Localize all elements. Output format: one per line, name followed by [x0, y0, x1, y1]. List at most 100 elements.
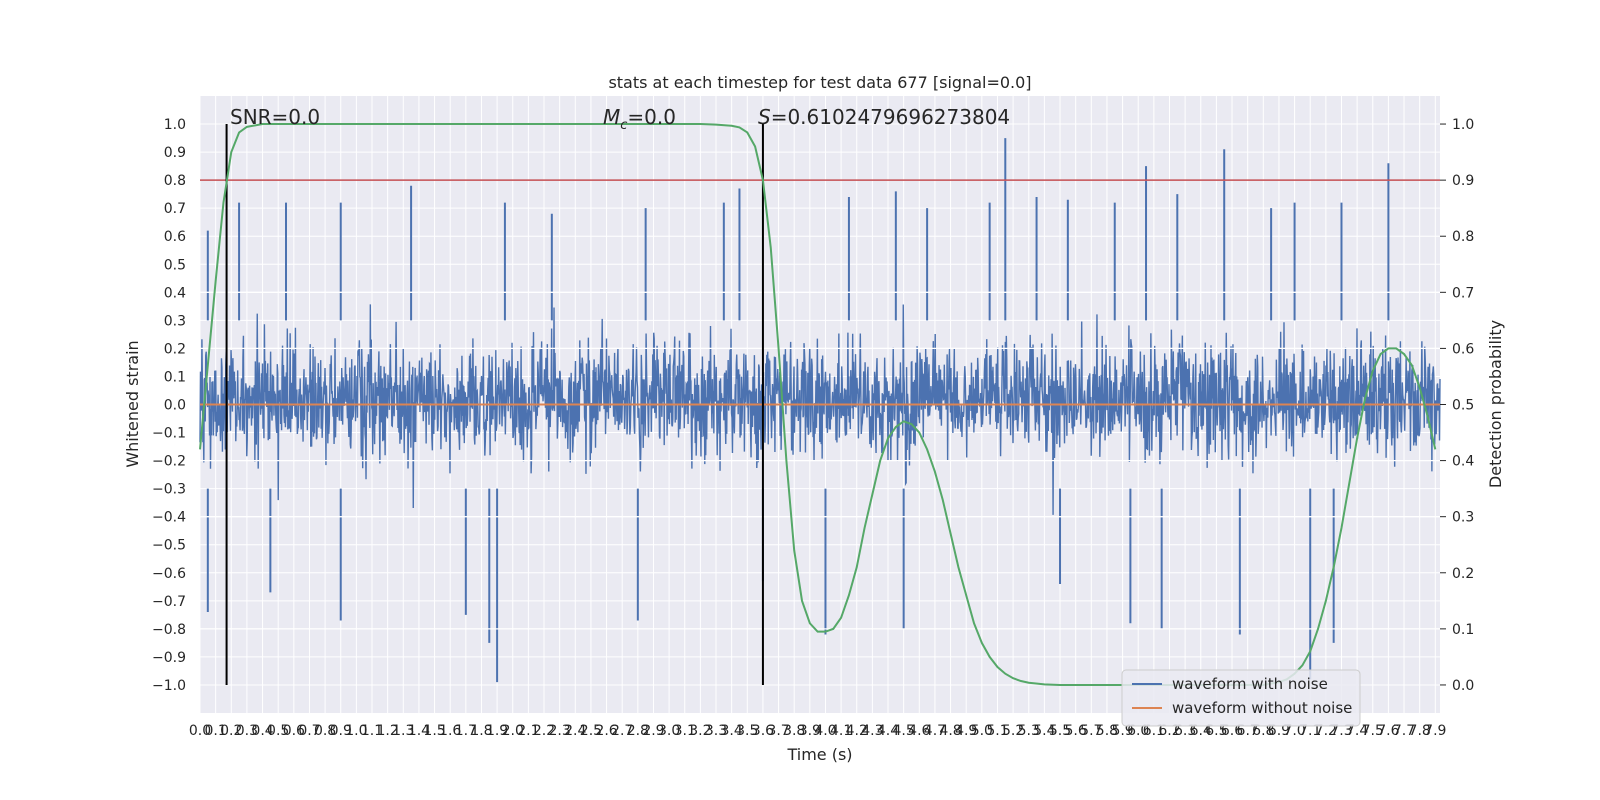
- y-tick-label-right: 0.1: [1452, 622, 1474, 638]
- y-tick-label-left: −0.4: [152, 510, 186, 526]
- x-tick-label: 4.2: [846, 723, 868, 739]
- x-tick-label: 5.3: [1018, 723, 1040, 739]
- y-tick-label-left: 0.1: [164, 369, 186, 385]
- x-tick-label: 2.2: [533, 723, 555, 739]
- x-tick-label: 1.2: [377, 723, 399, 739]
- x-tick-label: 3.6: [752, 723, 774, 739]
- x-tick-label: 7.0: [1283, 723, 1305, 739]
- y-tick-label-left: 0.7: [164, 201, 186, 217]
- y-tick-label-left: 0.3: [164, 313, 186, 329]
- y-tick-label-left: −1.0: [152, 678, 186, 694]
- x-tick-label: 6.2: [1158, 723, 1180, 739]
- x-tick-label: 6.7: [1237, 723, 1259, 739]
- x-tick-label: 6.5: [1205, 723, 1227, 739]
- x-tick-label: 2.3: [549, 723, 571, 739]
- mc-value: =0.0: [627, 105, 676, 129]
- x-tick-label: 7.2: [1315, 723, 1337, 739]
- y-tick-label-left: 1.0: [164, 117, 186, 133]
- x-tick-label: 1.6: [439, 723, 461, 739]
- x-tick-label: 2.5: [580, 723, 602, 739]
- x-tick-label: 7.7: [1393, 723, 1415, 739]
- x-tick-label: 5.1: [986, 723, 1008, 739]
- tick-labels: 0.00.10.20.30.40.50.60.70.80.91.01.11.21…: [152, 117, 1474, 739]
- x-tick-label: 3.4: [721, 723, 743, 739]
- x-tick-label: 1.8: [470, 723, 492, 739]
- y-tick-label-right: 0.0: [1452, 678, 1474, 694]
- x-tick-label: 5.9: [1111, 723, 1133, 739]
- x-tick-label: 6.3: [1174, 723, 1196, 739]
- x-tick-label: 7.4: [1346, 723, 1368, 739]
- x-tick-label: 0.1: [205, 723, 227, 739]
- x-tick-label: 0.3: [236, 723, 258, 739]
- x-tick-label: 4.9: [955, 723, 977, 739]
- x-tick-label: 6.0: [1127, 723, 1149, 739]
- x-tick-label: 0.0: [189, 723, 211, 739]
- x-tick-label: 2.1: [517, 723, 539, 739]
- y-tick-label-right: 0.9: [1452, 173, 1474, 189]
- x-tick-label: 7.6: [1377, 723, 1399, 739]
- noise-trace: [199, 304, 1441, 515]
- y-tick-label-right: 0.8: [1452, 229, 1474, 245]
- y-tick-label-left: −0.6: [152, 566, 186, 582]
- y-axis-label-right: Detection probability: [1486, 320, 1505, 488]
- legend-label-clean: waveform without noise: [1172, 699, 1352, 717]
- x-tick-label: 3.8: [783, 723, 805, 739]
- y-tick-label-left: 0.8: [164, 173, 186, 189]
- y-tick-label-left: −0.2: [152, 454, 186, 470]
- mc-annotation: Mc=0.0: [603, 105, 676, 133]
- x-tick-label: 7.3: [1330, 723, 1352, 739]
- x-tick-label: 5.7: [1080, 723, 1102, 739]
- x-tick-label: 4.5: [893, 723, 915, 739]
- y-tick-label-left: 0.5: [164, 257, 186, 273]
- x-tick-label: 2.6: [595, 723, 617, 739]
- x-tick-label: 4.7: [924, 723, 946, 739]
- s-annotation: S=0.6102479696273804: [758, 105, 1010, 129]
- y-tick-label-right: 0.2: [1452, 566, 1474, 582]
- x-tick-label: 7.8: [1409, 723, 1431, 739]
- mc-subscript: c: [620, 118, 627, 133]
- x-tick-label: 3.9: [799, 723, 821, 739]
- x-tick-label: 2.8: [627, 723, 649, 739]
- x-tick-label: 5.2: [1002, 723, 1024, 739]
- x-tick-label: 2.0: [502, 723, 524, 739]
- x-tick-label: 5.6: [1065, 723, 1087, 739]
- x-tick-label: 0.7: [298, 723, 320, 739]
- y-tick-label-left: 0.6: [164, 229, 186, 245]
- mc-symbol: M: [603, 105, 620, 129]
- x-tick-label: 1.9: [486, 723, 508, 739]
- y-tick-label-right: 0.5: [1452, 398, 1474, 414]
- x-tick-label: 1.0: [345, 723, 367, 739]
- x-tick-label: 7.1: [1299, 723, 1321, 739]
- x-tick-label: 1.1: [361, 723, 383, 739]
- y-tick-label-left: 0.9: [164, 145, 186, 161]
- x-tick-label: 6.4: [1190, 723, 1212, 739]
- x-tick-label: 2.9: [642, 723, 664, 739]
- y-tick-label-left: −0.1: [152, 426, 186, 442]
- y-tick-label-left: −0.9: [152, 650, 186, 666]
- x-tick-label: 6.6: [1221, 723, 1243, 739]
- chart-title: stats at each timestep for test data 677…: [608, 73, 1031, 92]
- x-tick-label: 5.8: [1096, 723, 1118, 739]
- x-tick-label: 3.3: [705, 723, 727, 739]
- x-axis-label: Time (s): [786, 745, 852, 764]
- y-tick-label-right: 0.3: [1452, 510, 1474, 526]
- x-tick-label: 3.7: [767, 723, 789, 739]
- y-tick-label-left: −0.7: [152, 594, 186, 610]
- x-tick-label: 0.8: [314, 723, 336, 739]
- x-tick-label: 3.5: [736, 723, 758, 739]
- line-series: [199, 123, 1440, 686]
- y-tick-label-left: −0.3: [152, 482, 186, 498]
- x-tick-label: 0.5: [267, 723, 289, 739]
- x-tick-label: 3.2: [689, 723, 711, 739]
- legend-box: [1121, 669, 1361, 727]
- x-tick-label: 5.0: [971, 723, 993, 739]
- x-tick-label: 5.5: [1049, 723, 1071, 739]
- legend-label-noise: waveform with noise: [1172, 675, 1328, 693]
- legend: waveform with noise waveform without noi…: [1121, 669, 1361, 727]
- x-tick-label: 6.1: [1143, 723, 1165, 739]
- x-tick-label: 1.3: [392, 723, 414, 739]
- y-tick-label-right: 0.6: [1452, 341, 1474, 357]
- x-tick-label: 3.1: [674, 723, 696, 739]
- y-tick-label-right: 0.7: [1452, 285, 1474, 301]
